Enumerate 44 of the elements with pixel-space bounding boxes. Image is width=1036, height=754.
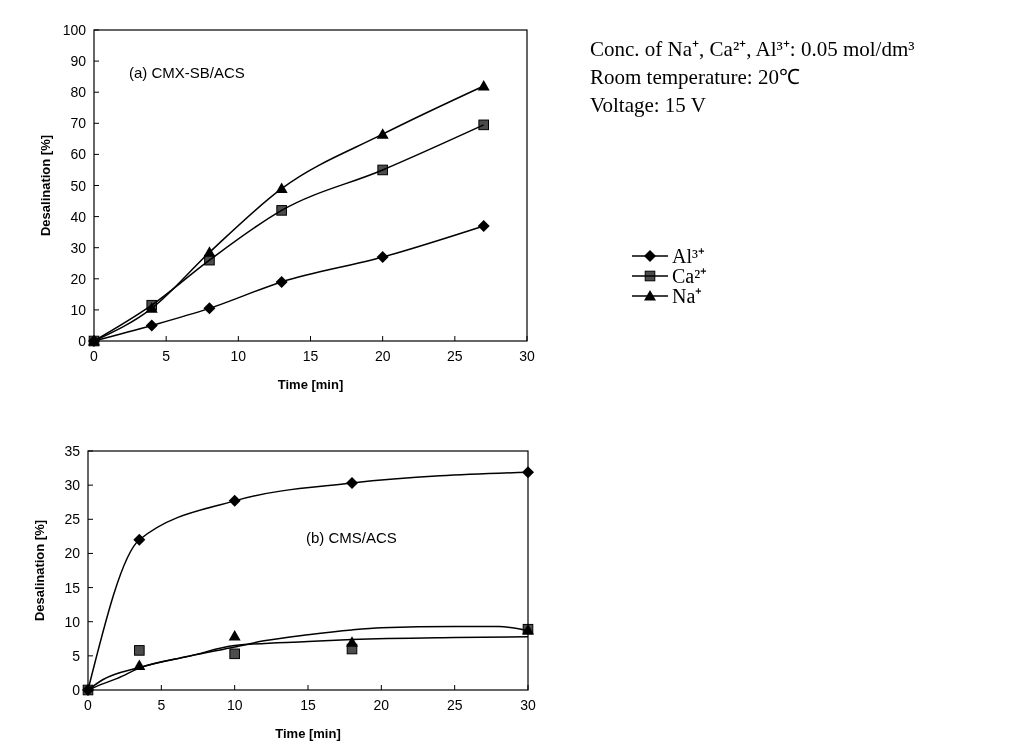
legend-label: Na⁺ [672,285,703,307]
y-tick-label: 50 [70,177,87,194]
x-tick-label: 30 [520,697,536,713]
x-tick-label: 5 [157,697,166,713]
legend-label: Ca²⁺ [672,265,708,287]
y-tick-label: 60 [70,146,87,163]
x-tick-label: 25 [446,697,463,713]
text: Room temperature: 20℃ [590,65,800,89]
y-tick-label: 35 [64,443,81,459]
y-tick-label: 10 [64,613,81,630]
x-tick-label: 10 [226,697,243,713]
y-tick-label: 40 [70,208,87,225]
y-tick-label: 90 [70,53,87,70]
x-axis-title: Time [min] [275,726,341,741]
text: Voltage: 15 V [590,93,706,117]
y-axis-title: Desalination [%] [38,134,53,237]
x-tick-label: 25 [447,348,463,364]
x-tick-label: 15 [302,348,319,364]
legend-label: Al³⁺ [672,245,705,267]
x-tick-label: 15 [300,697,316,713]
y-tick-label: 30 [70,239,87,256]
y-tick-label: 100 [62,22,87,38]
x-tick-label: 30 [519,348,535,364]
y-axis-title: Desalination [%] [32,519,47,622]
x-axis-title: Time [min] [277,377,344,392]
y-tick-label: 0 [78,333,87,349]
x-tick-label: 5 [162,348,171,364]
y-tick-label: 5 [72,647,81,664]
y-tick-label: 25 [64,511,81,528]
y-tick-label: 30 [64,477,81,494]
x-tick-label: 20 [374,348,391,364]
y-tick-label: 15 [64,579,81,596]
x-tick-label: 20 [373,697,390,713]
y-tick-label: 0 [72,682,81,698]
y-tick-label: 20 [64,545,81,562]
text: (a) CMX-SB/ACS [129,64,245,81]
x-tick-label: 0 [90,348,99,364]
y-tick-label: 70 [70,115,87,132]
y-tick-label: 10 [70,301,87,318]
text: Conc. of Na⁺, Ca²⁺, Al³⁺: 0.05 mol/dm³ [590,37,915,61]
y-tick-label: 20 [70,270,87,287]
text: (b) CMS/ACS [306,529,397,546]
y-tick-label: 80 [70,84,87,101]
x-tick-label: 10 [230,348,247,364]
